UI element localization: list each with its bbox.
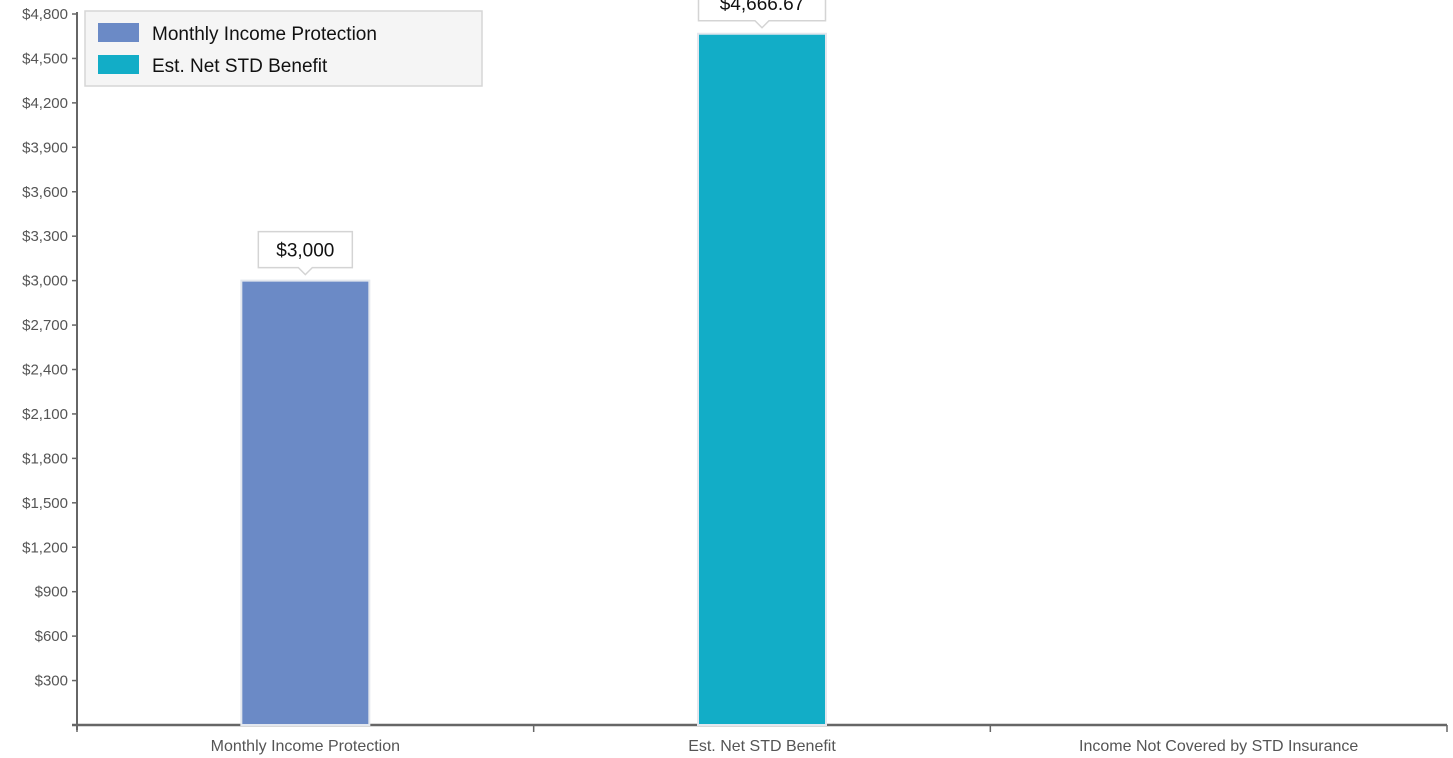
y-tick-label: $300 — [35, 673, 68, 690]
legend: Monthly Income Protection Est. Net STD Be… — [84, 10, 483, 87]
x-category-label: Income Not Covered by STD Insurance — [1079, 738, 1358, 755]
y-tick-label: $1,200 — [22, 539, 68, 556]
y-tick-label: $2,100 — [22, 406, 68, 423]
y-tick-label: $900 — [35, 584, 68, 601]
legend-swatch — [98, 55, 139, 74]
bar — [240, 279, 371, 726]
bars — [240, 32, 827, 726]
x-category-label: Monthly Income Protection — [211, 738, 400, 755]
legend-item: Est. Net STD Benefit — [98, 55, 328, 77]
data-labels: $3,000 $4,666.67 — [257, 0, 827, 276]
y-tick-label: $3,600 — [22, 184, 68, 201]
y-tick-label: $4,200 — [22, 95, 68, 112]
legend-swatch — [98, 23, 139, 42]
y-tick-label: $4,800 — [22, 6, 68, 23]
y-tick-label: $3,300 — [22, 228, 68, 245]
data-label-box — [697, 0, 827, 29]
y-tick-label: $1,500 — [22, 495, 68, 512]
data-label-text: $3,000 — [276, 241, 334, 262]
y-tick-label: $2,700 — [22, 317, 68, 334]
data-label: $4,666.67 — [697, 0, 827, 29]
data-label-text: $4,666.67 — [720, 0, 805, 15]
y-tick-label: $1,800 — [22, 450, 68, 467]
legend-label: Monthly Income Protection — [152, 24, 377, 45]
y-tick-label: $600 — [35, 628, 68, 645]
data-label: $3,000 — [257, 230, 354, 276]
x-category-label: Est. Net STD Benefit — [688, 738, 836, 755]
data-label-box — [257, 230, 354, 276]
y-axis: $300 $600 $900 $1,200 $1,500 $1,800 $2,100 $2,4… — [22, 6, 78, 730]
legend-label: Est. Net STD Benefit — [152, 56, 328, 77]
y-tick-label: $3,900 — [22, 139, 68, 156]
y-tick-label: $4,500 — [22, 50, 68, 67]
legend-box — [84, 10, 483, 87]
x-axis: Monthly Income Protection Est. Net STD Be… — [72, 723, 1448, 755]
y-tick-label: $3,000 — [22, 273, 68, 290]
legend-item: Monthly Income Protection — [98, 23, 377, 45]
y-tick-label: $2,400 — [22, 362, 68, 379]
bar — [697, 32, 827, 726]
